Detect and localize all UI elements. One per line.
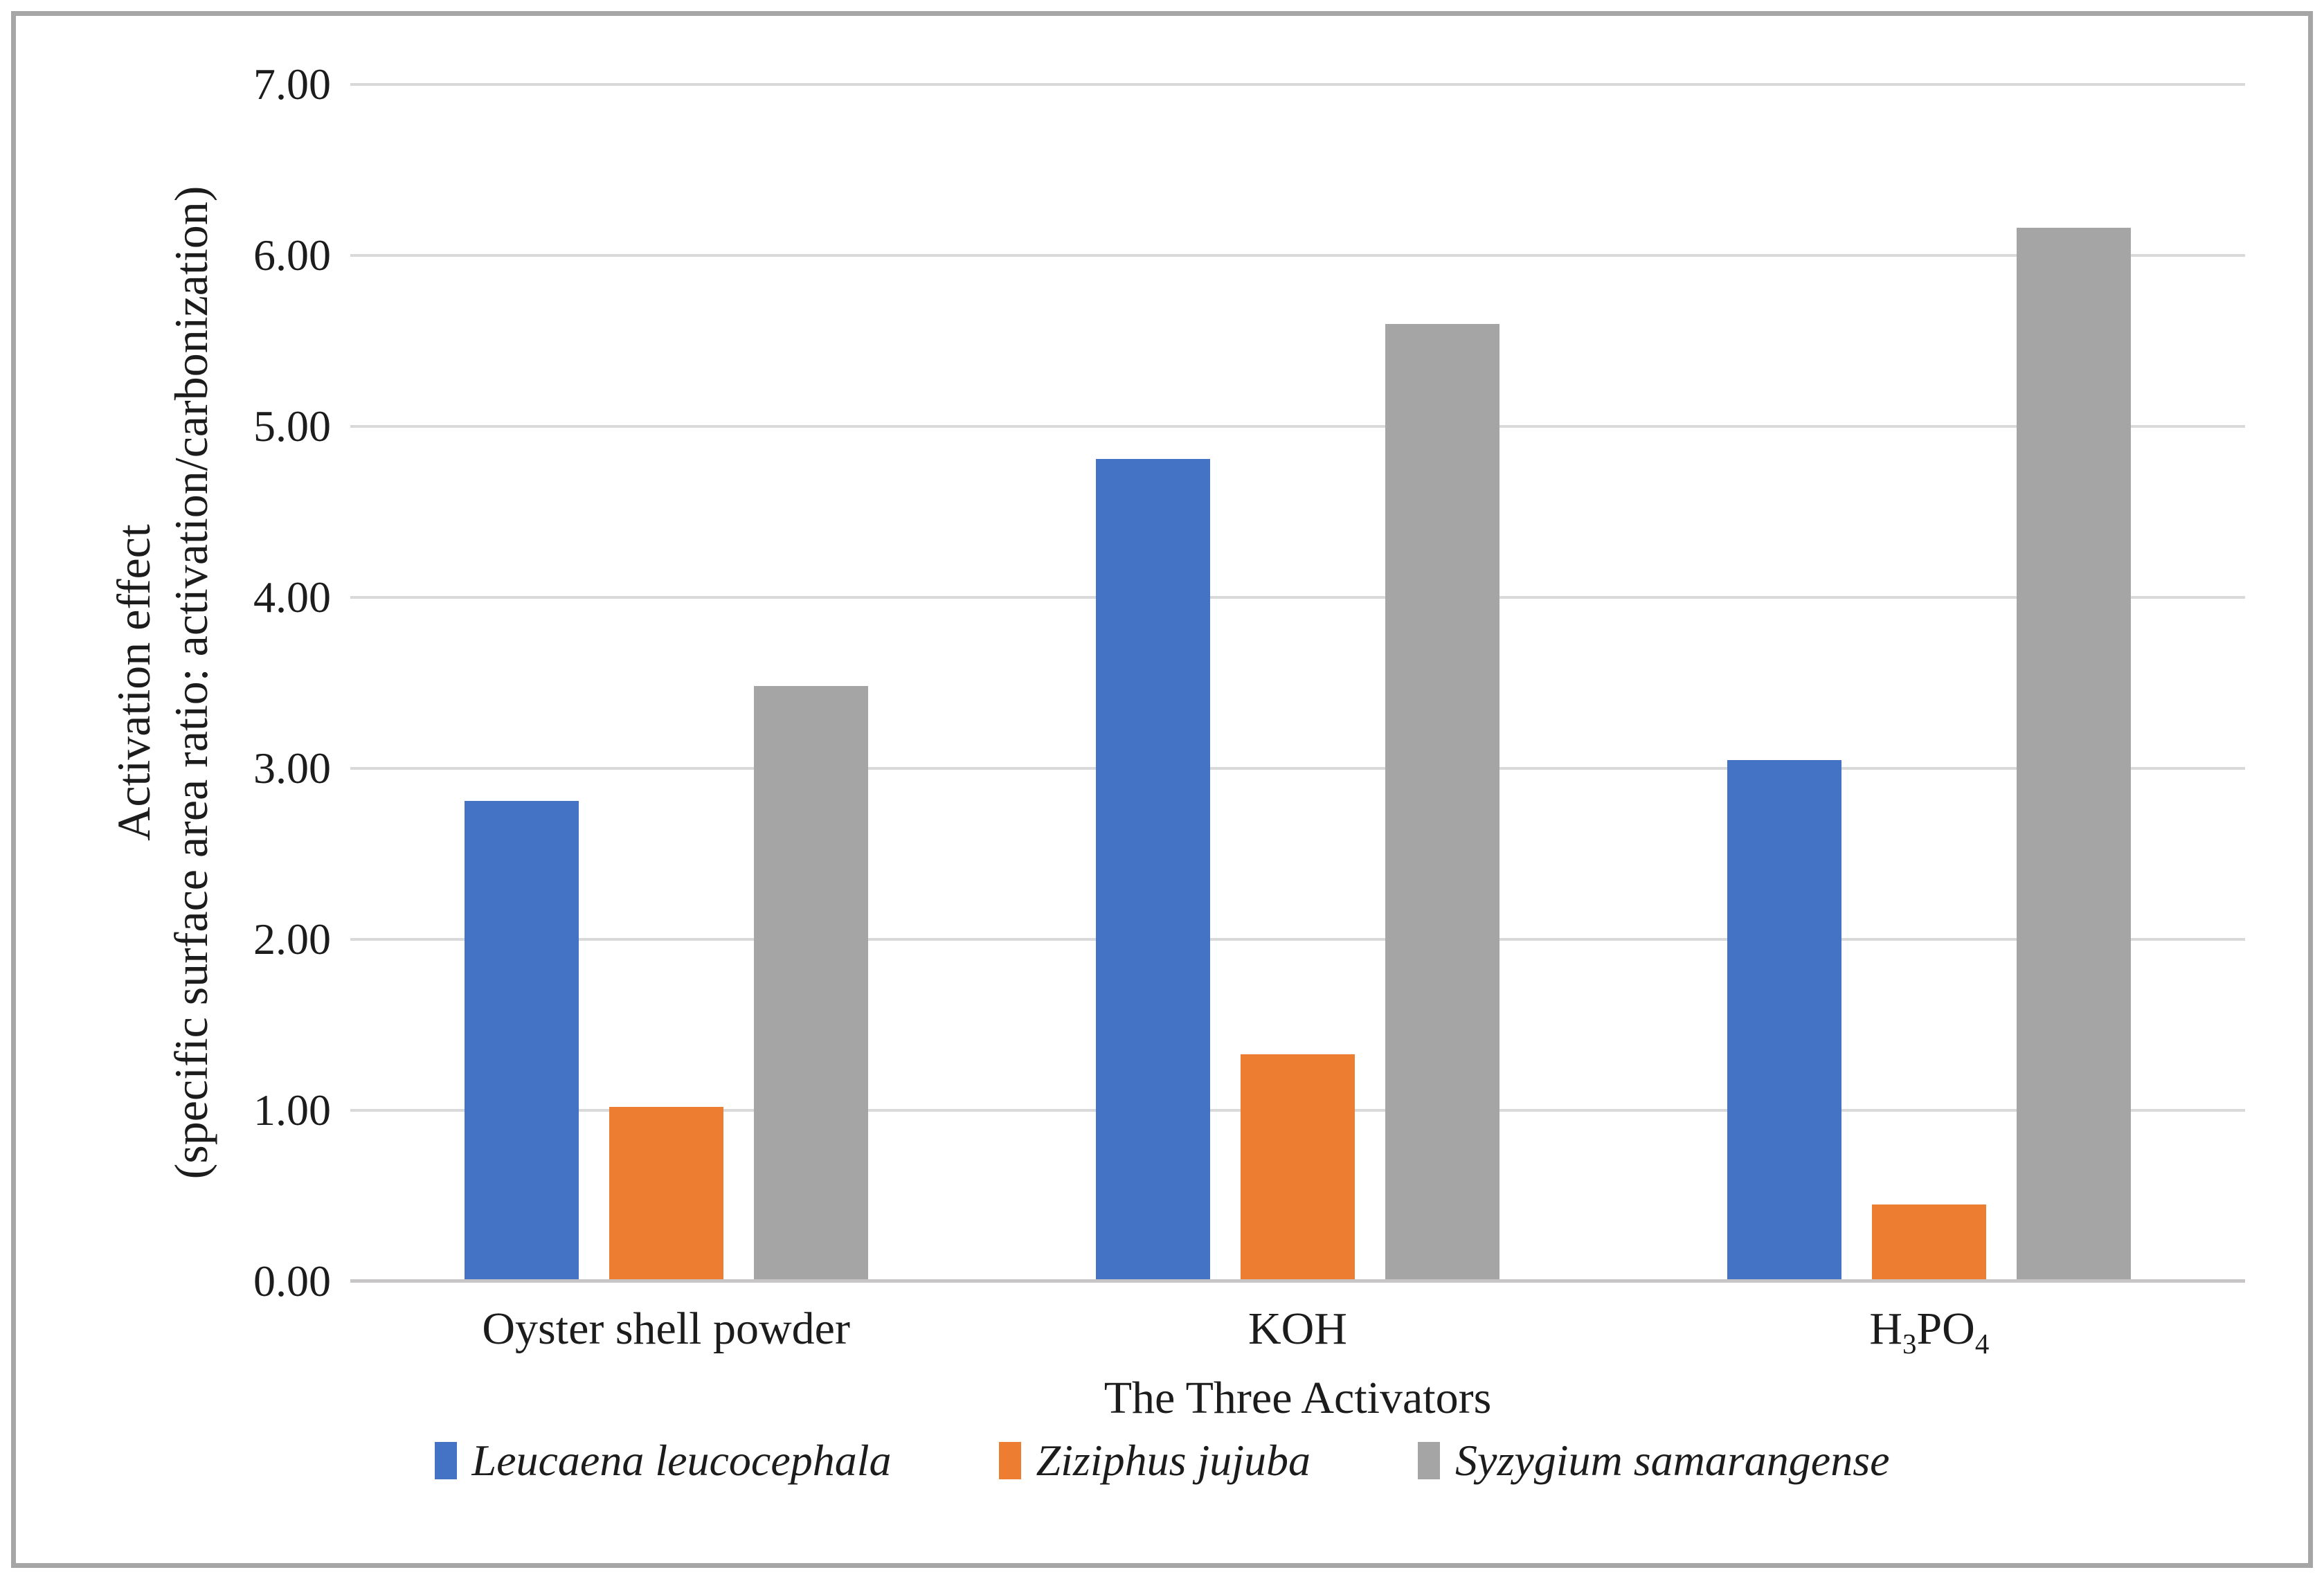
x-axis-title: The Three Activators (1104, 1373, 1492, 1423)
y-tick-label-7.00: 7.00 (253, 60, 331, 109)
y-tick-label-3.00: 3.00 (253, 743, 331, 793)
y-tick-label-0.00: 0.00 (253, 1256, 331, 1306)
bar-syzygium-samarangense-koh (1385, 323, 1499, 1281)
bar-ziziphus-jujuba-h3po4 (1872, 1204, 1987, 1281)
bar-leucaena-leucocephala-koh (1095, 458, 1210, 1281)
y-tick-label-5.00: 5.00 (253, 401, 331, 451)
legend-item-leucaena-leucocephala: Leucaena leucocephala (434, 1436, 892, 1485)
y-tick-label-4.00: 4.00 (253, 572, 331, 622)
category-label-segment: H (1869, 1303, 1903, 1354)
bar-leucaena-leucocephala-h3po4 (1727, 759, 1842, 1281)
legend-swatch-ziziphus-jujuba (998, 1442, 1021, 1479)
bar-ziziphus-jujuba-oyster-shell-powder (609, 1107, 723, 1281)
bar-ziziphus-jujuba-koh (1240, 1054, 1355, 1281)
legend: Leucaena leucocephala Ziziphus jujuba Syzy… (0, 1438, 2324, 1483)
category-label-segment: PO (1916, 1303, 1975, 1354)
bar-leucaena-leucocephala-oyster-shell-powder (464, 800, 579, 1281)
gridline-4 (350, 596, 2245, 599)
bar-syzygium-samarangense-h3po4 (2017, 228, 2132, 1281)
category-label-segment: Oyster shell powder (482, 1303, 850, 1354)
gridline-3 (350, 767, 2245, 770)
category-label-segment: KOH (1247, 1303, 1347, 1354)
legend-swatch-syzygium-samarangense (1418, 1442, 1441, 1479)
y-tick-label-1.00: 1.00 (253, 1085, 331, 1135)
bar-group-koh (982, 84, 1613, 1281)
bar-group-h3po4 (1614, 84, 2245, 1281)
plot-area (350, 83, 2245, 1283)
category-label-koh: KOH (982, 1303, 1613, 1360)
gridline-6 (350, 254, 2245, 257)
x-axis-line (350, 1279, 2245, 1283)
legend-label-leucaena-leucocephala: Leucaena leucocephala (471, 1436, 892, 1485)
legend-item-ziziphus-jujuba: Ziziphus jujuba (998, 1436, 1311, 1485)
gridline-7 (350, 83, 2245, 86)
gridline-2 (350, 938, 2245, 941)
figure-border (11, 11, 2313, 1568)
category-label-oyster-shell-powder: Oyster shell powder (350, 1303, 982, 1360)
legend-item-syzygium-samarangense: Syzygium samarangense (1418, 1436, 1890, 1485)
y-axis-tick-labels: 0.00 1.00 2.00 3.00 4.00 5.00 6.00 7.00 (0, 62, 331, 1303)
legend-label-syzygium-samarangense: Syzygium samarangense (1455, 1436, 1890, 1485)
legend-swatch-leucaena-leucocephala (434, 1442, 457, 1479)
y-tick-label-6.00: 6.00 (253, 231, 331, 280)
category-label-segment: 3 (1902, 1328, 1917, 1360)
legend-label-ziziphus-jujuba: Ziziphus jujuba (1036, 1436, 1311, 1485)
category-label-segment: 4 (1974, 1328, 1990, 1360)
bar-group-oyster-shell-powder (350, 84, 982, 1281)
bar-syzygium-samarangense-oyster-shell-powder (753, 686, 868, 1281)
gridline-5 (350, 425, 2245, 428)
x-axis-category-labels: Oyster shell powder KOH H3PO4 (350, 1303, 2245, 1360)
category-label-h3po4: H3PO4 (1614, 1303, 2245, 1360)
y-tick-label-2.00: 2.00 (253, 914, 331, 964)
